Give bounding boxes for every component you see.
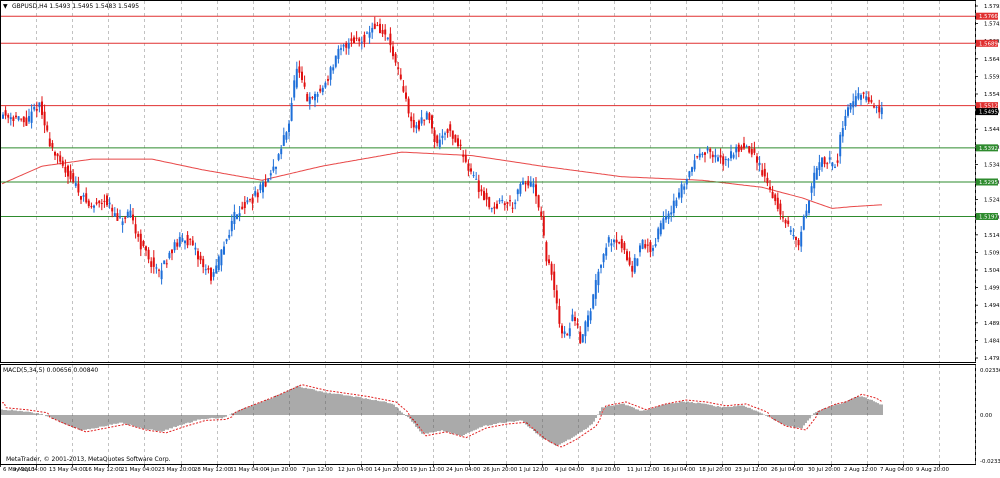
time-tick-label: 24 Jun 04:00: [446, 467, 481, 473]
price-tick-label: 1.5145: [984, 233, 1000, 239]
symbol-header: GBPUSD,H4 1.5493 1.5495 1.5483 1.5495: [12, 3, 139, 10]
dropdown-arrow-icon[interactable]: ▼: [3, 3, 8, 10]
time-tick-label: 11 Jul 12:00: [627, 467, 660, 473]
time-tick-label: 1 Jul 12:00: [519, 467, 548, 473]
macd-pane[interactable]: [0, 364, 976, 465]
time-tick-label: 30 Jul 20:00: [808, 467, 841, 473]
time-tick-label: 6 May 2013: [3, 467, 35, 473]
macd-signal-line: [2, 384, 883, 448]
resistance-price-badge[interactable]: [976, 12, 998, 20]
price-tick-label: 1.5795: [984, 4, 1000, 10]
copyright-text: MetaTrader, © 2001-2013, MetaQuotes Soft…: [6, 456, 171, 463]
price-tick-label: 1.4845: [984, 338, 1000, 344]
time-tick-label: 4 Jul 04:00: [555, 467, 584, 473]
current-price-badge[interactable]: [976, 108, 998, 116]
price-tick-label: 1.4995: [984, 286, 1000, 292]
price-tick-label: 1.4895: [984, 321, 1000, 327]
support-price-badge-label: 1.5392: [979, 146, 998, 152]
price-tick-label: 1.5595: [984, 74, 1000, 80]
macd-histogram: [1, 384, 883, 448]
support-price-badge[interactable]: [976, 178, 998, 186]
time-tick-label: 28 May 12:00: [194, 467, 232, 473]
time-tick-label: 26 Jul 04:00: [771, 467, 804, 473]
time-tick-label: 4 Jun 20:00: [266, 467, 297, 473]
price-tick-label: 1.4945: [984, 303, 1000, 309]
support-price-badge-label: 1.5197: [979, 214, 998, 220]
time-tick-label: 18 Jul 20:00: [699, 467, 732, 473]
price-tick-label: 1.5545: [984, 92, 1000, 98]
resistance-price-badge-label: 1.5512: [979, 104, 998, 110]
time-tick-label: 9 Aug 20:00: [916, 467, 949, 473]
time-tick-label: 7 Aug 04:00: [880, 467, 913, 473]
current-price-badge-label: 1.5495: [979, 110, 998, 116]
resistance-price-badge[interactable]: [976, 39, 998, 47]
support-price-badge[interactable]: [976, 144, 998, 152]
time-tick-label: 8 Jul 20:00: [591, 467, 620, 473]
candles[interactable]: [2, 16, 883, 345]
price-axis: 1.57951.57451.56951.56451.55951.55451.54…: [975, 4, 1000, 362]
price-tick-label: 1.5445: [984, 127, 1000, 133]
price-tick-label: 1.5745: [984, 22, 1000, 28]
resistance-price-badge-label: 1.5689: [979, 41, 998, 47]
macd-tick-label: 0.00: [980, 413, 993, 419]
time-tick-label: 2 Aug 12:00: [844, 467, 877, 473]
level-lines[interactable]: [1, 15, 975, 217]
time-tick-label: 23 May 20:00: [158, 467, 196, 473]
time-tick-label: 12 Jun 04:00: [338, 467, 373, 473]
support-price-badge-label: 1.5295: [979, 180, 998, 186]
time-tick-label: 7 Jun 12:00: [302, 467, 333, 473]
price-tick-label: 1.4795: [984, 356, 1000, 362]
time-tick-label: 16 May 12:00: [85, 467, 123, 473]
resistance-price-badge[interactable]: [976, 102, 998, 110]
support-price-badge[interactable]: [976, 212, 998, 220]
time-tick-label: 19 Jun 12:00: [410, 467, 445, 473]
time-tick-label: 9 May 04:00: [13, 467, 47, 473]
price-tick-label: 1.5345: [984, 162, 1000, 168]
price-tick-label: 1.5095: [984, 250, 1000, 256]
time-tick-label: 13 May 04:00: [49, 467, 87, 473]
macd-header: MACD(5,34,5) 0.00656 0.00840: [3, 367, 98, 374]
time-tick-label: 26 Jun 20:00: [483, 467, 518, 473]
price-tick-label: 1.5245: [984, 198, 1000, 204]
time-tick-label: 31 May 04:00: [230, 467, 268, 473]
moving-average: [1, 151, 882, 209]
price-tick-label: 1.5645: [984, 57, 1000, 63]
time-tick-label: 23 Jul 12:00: [735, 467, 768, 473]
time-tick-label: 21 May 04:00: [121, 467, 159, 473]
price-tick-label: 1.5045: [984, 268, 1000, 274]
time-tick-label: 14 Jun 20:00: [374, 467, 409, 473]
ma-line: [1, 151, 882, 209]
resistance-price-badge-label: 1.5766: [979, 14, 998, 20]
time-tick-label: 16 Jul 04:00: [663, 467, 696, 473]
